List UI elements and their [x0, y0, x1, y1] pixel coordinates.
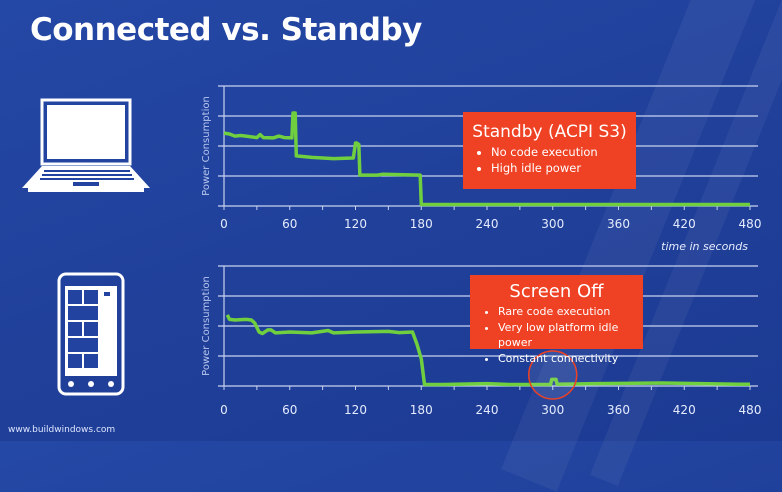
series-line	[225, 314, 750, 387]
x-tick-label: 0	[220, 217, 228, 231]
callout-bullet: High idle power	[491, 160, 636, 176]
phone-icon	[57, 272, 125, 396]
x-tick-label: 60	[282, 403, 297, 417]
x-tick-label: 120	[344, 403, 367, 417]
callout-title: Screen Off	[509, 281, 604, 302]
series-line	[223, 111, 750, 207]
x-tick-label: 360	[607, 217, 630, 231]
x-tick-label: 240	[476, 403, 499, 417]
x-tick-label: 180	[410, 217, 433, 231]
x-tick-label: 480	[739, 217, 762, 231]
screen-off-callout: Screen Off Rare code execution Very low …	[470, 275, 643, 365]
callout-bullet: No code execution	[491, 144, 636, 160]
x-tick-label: 60	[282, 217, 297, 231]
slide-title: Connected vs. Standby	[30, 12, 422, 48]
x-tick-label: 480	[739, 403, 762, 417]
y-axis-label: Power Consumption	[201, 96, 212, 196]
x-tick-label: 180	[410, 403, 433, 417]
x-tick-label: 360	[607, 403, 630, 417]
x-tick-label: 240	[476, 217, 499, 231]
x-tick-label: 420	[673, 217, 696, 231]
x-axis-label: time in seconds	[661, 240, 748, 253]
x-tick-label: 120	[344, 217, 367, 231]
y-axis-label: Power Consumption	[201, 276, 212, 376]
x-tick-label: 0	[220, 403, 228, 417]
standby-callout: Standby (ACPI S3) No code execution High…	[463, 112, 636, 189]
callout-bullet: Constant connectivity	[498, 351, 643, 367]
callout-bullet: Very low platform idle power	[498, 320, 643, 351]
x-tick-label: 300	[541, 403, 564, 417]
callout-title: Standby (ACPI S3)	[472, 122, 627, 142]
highlight-circle	[528, 350, 578, 400]
x-tick-label: 300	[541, 217, 564, 231]
x-tick-label: 420	[673, 403, 696, 417]
power-charts: 0 60 120 180 240 300 360 420 480 Power Consumptio…	[201, 85, 762, 417]
footer-url: www.buildwindows.com	[8, 425, 116, 435]
callout-bullet: Rare code execution	[498, 304, 643, 320]
laptop-icon	[22, 98, 150, 192]
